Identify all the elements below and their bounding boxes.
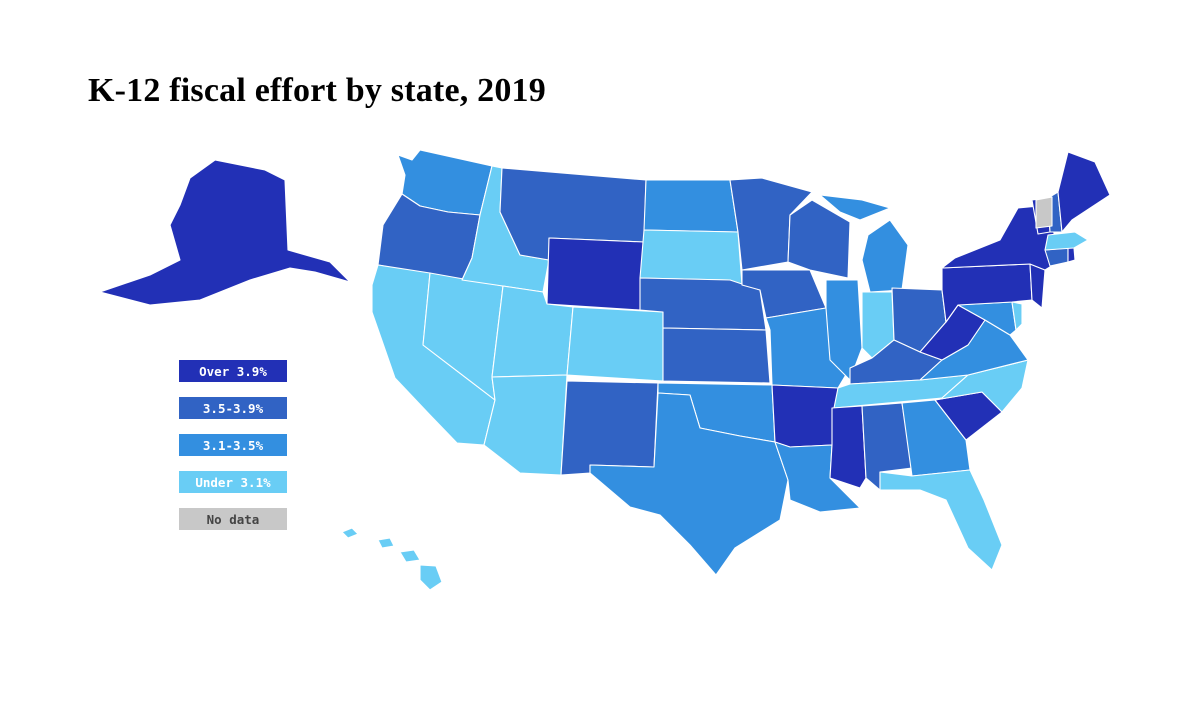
state-me[interactable] bbox=[1057, 151, 1111, 233]
legend-label: No data bbox=[206, 511, 260, 527]
state-sd[interactable] bbox=[639, 229, 743, 286]
state-de[interactable] bbox=[1011, 301, 1023, 331]
state-co[interactable] bbox=[566, 306, 664, 382]
state-fl[interactable] bbox=[879, 469, 1003, 571]
state-ks[interactable] bbox=[662, 327, 771, 384]
map-title: K-12 fiscal effort by state, 2019 bbox=[88, 72, 546, 109]
state-ma[interactable] bbox=[1044, 231, 1089, 251]
state-mi-up[interactable] bbox=[819, 194, 891, 221]
state-ak[interactable] bbox=[99, 159, 351, 306]
state-hi-4[interactable] bbox=[419, 564, 443, 591]
state-nd[interactable] bbox=[643, 179, 739, 233]
legend-item-no-data: No data bbox=[179, 508, 287, 530]
state-hi-3[interactable] bbox=[399, 549, 421, 563]
legend: Over 3.9% 3.5-3.9% 3.1-3.5% Under 3.1% N… bbox=[179, 360, 287, 545]
legend-item-3-5-3-9: 3.5-3.9% bbox=[179, 397, 287, 419]
state-tx[interactable] bbox=[589, 392, 789, 576]
legend-item-over-3-9: Over 3.9% bbox=[179, 360, 287, 382]
state-nm[interactable] bbox=[560, 380, 659, 476]
state-wi[interactable] bbox=[787, 199, 851, 279]
state-ri[interactable] bbox=[1067, 247, 1076, 263]
state-mi[interactable] bbox=[861, 219, 909, 293]
legend-item-under-3-1: Under 3.1% bbox=[179, 471, 287, 493]
legend-item-3-1-3-5: 3.1-3.5% bbox=[179, 434, 287, 456]
state-hi-1[interactable] bbox=[341, 527, 359, 539]
state-ms[interactable] bbox=[829, 405, 867, 489]
legend-label: Over 3.9% bbox=[199, 363, 267, 379]
state-az[interactable] bbox=[483, 374, 568, 476]
state-nj[interactable] bbox=[1029, 263, 1046, 309]
state-ga[interactable] bbox=[901, 399, 971, 477]
state-hi-2[interactable] bbox=[377, 537, 395, 549]
legend-label: Under 3.1% bbox=[195, 474, 271, 490]
state-ar[interactable] bbox=[771, 384, 839, 448]
legend-label: 3.1-3.5% bbox=[202, 437, 264, 453]
legend-label: 3.5-3.9% bbox=[202, 400, 264, 416]
state-vt-nodata[interactable] bbox=[1035, 196, 1053, 229]
state-la[interactable] bbox=[774, 441, 861, 513]
state-wy[interactable] bbox=[546, 237, 645, 311]
